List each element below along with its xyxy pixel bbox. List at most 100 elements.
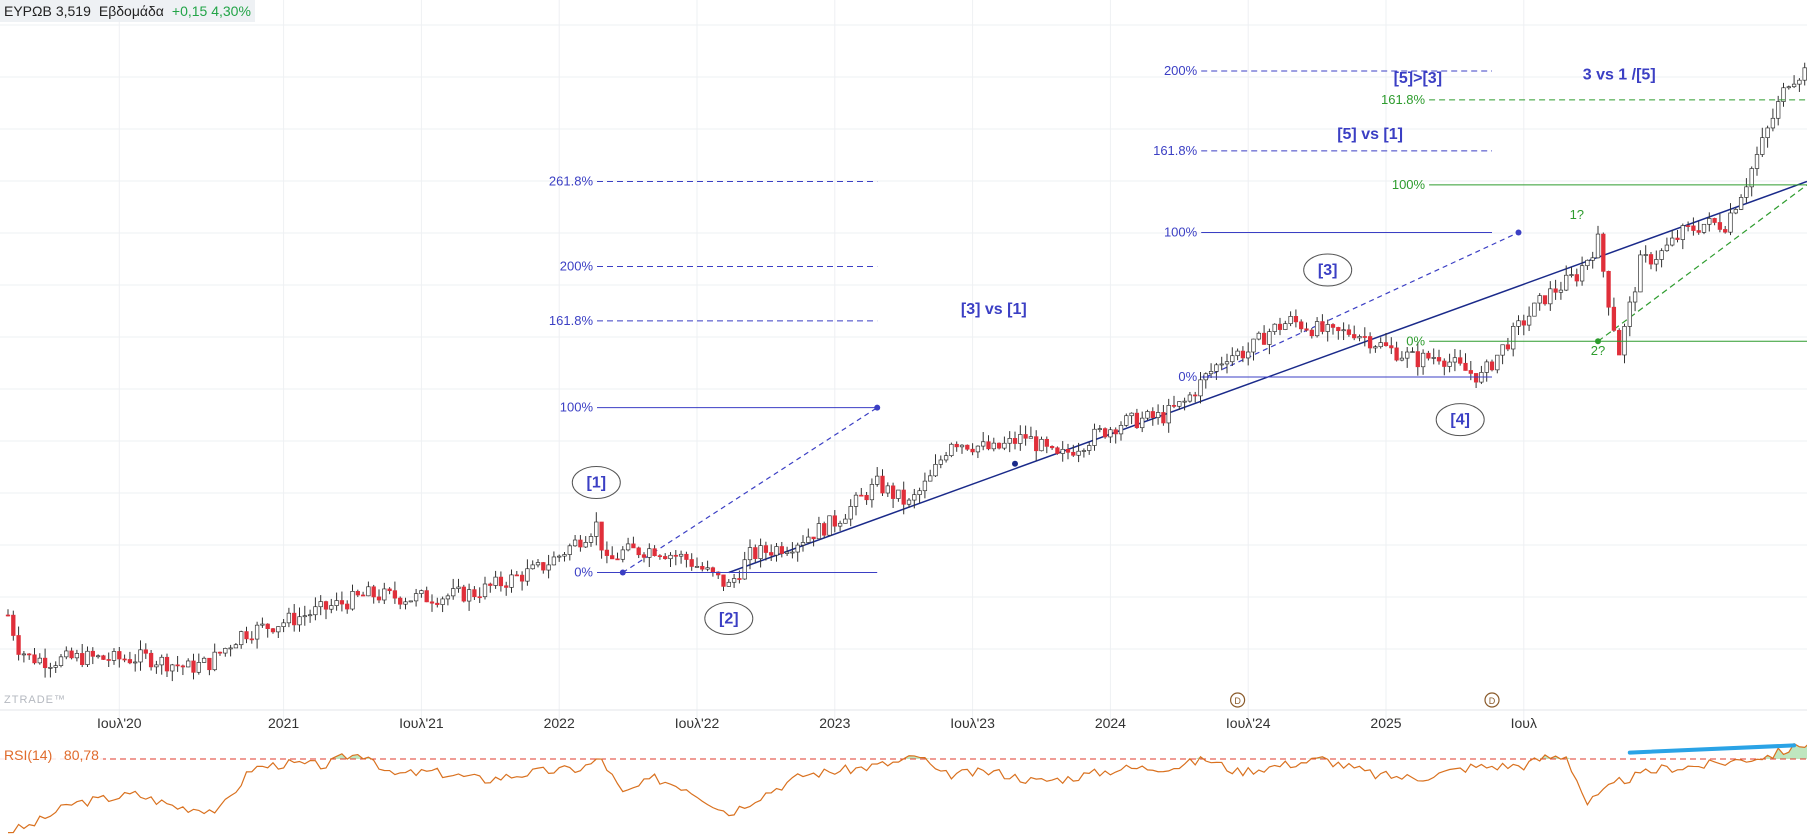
candle-body	[859, 494, 864, 497]
candle-body	[85, 650, 90, 665]
candle-body	[1309, 329, 1314, 337]
candle-body	[986, 441, 991, 450]
candle-body	[286, 612, 292, 624]
candle-body	[1595, 233, 1601, 259]
candle-body	[668, 554, 673, 560]
candle-body	[562, 554, 567, 557]
candle-body	[1670, 237, 1675, 246]
candle-body	[1028, 436, 1034, 439]
fib-levels: 0% 100% 161.8% 200% 261.8% 0% 100% 161.8% 200% 0%…	[549, 63, 1807, 580]
candle-body	[1564, 274, 1569, 291]
candle-body	[1484, 361, 1489, 373]
candle-body	[440, 598, 445, 605]
candle-body	[1733, 209, 1738, 214]
candle-body	[1283, 323, 1288, 330]
candle-body	[519, 574, 525, 582]
candle-body	[726, 581, 731, 587]
candle-body	[1436, 357, 1442, 362]
candle-body	[864, 494, 869, 501]
candle-body	[753, 547, 758, 559]
candle-body	[148, 652, 154, 668]
candle-body	[429, 601, 435, 604]
candle-body	[970, 448, 975, 453]
candle-body	[938, 459, 943, 465]
candle-body	[1187, 394, 1193, 402]
candle-body	[1627, 301, 1632, 327]
candle-body	[1611, 306, 1617, 331]
candle-body	[975, 445, 981, 453]
symbol-name: ΕΥΡΩΒ	[4, 3, 52, 19]
x-tick-label: Ιουλ'24	[1226, 715, 1271, 731]
candle-body	[567, 545, 572, 555]
candle-body	[572, 539, 578, 547]
candle-body	[535, 562, 541, 566]
candle-body	[1590, 257, 1595, 261]
wave-label: [4]	[1450, 412, 1470, 429]
candle-body	[239, 631, 244, 646]
candle-body	[530, 564, 535, 570]
candle-body	[1214, 364, 1219, 372]
candle-body	[175, 664, 180, 667]
candle-body	[1654, 259, 1659, 265]
candle-body	[334, 600, 339, 606]
candle-body	[217, 651, 223, 654]
candle-body	[875, 475, 880, 485]
candle-body	[1235, 350, 1240, 357]
candle-body	[1426, 352, 1431, 359]
candle-body	[265, 623, 270, 630]
candle-body	[64, 650, 69, 658]
candle-body	[1177, 401, 1182, 407]
wave-label: [3] vs [1]	[961, 301, 1027, 318]
candle-body	[1097, 428, 1102, 430]
candle-body	[827, 515, 832, 536]
candle-body	[1240, 350, 1246, 359]
wave-circle	[1435, 403, 1485, 437]
candle-body	[1685, 225, 1691, 227]
candle-body	[80, 653, 85, 665]
candle-body	[885, 485, 890, 494]
candle-body	[270, 628, 276, 633]
last-price: 3,519	[55, 3, 91, 19]
candle-body	[371, 586, 376, 598]
x-tick-label: 2022	[544, 715, 575, 731]
x-tick-label: Ιουλ	[1511, 715, 1537, 731]
candle-body	[1102, 428, 1108, 438]
wave-label: 1?	[1570, 207, 1584, 222]
candle-body	[1007, 438, 1012, 444]
watermark-logo: ZTRADE™	[4, 694, 66, 706]
candle-body	[191, 660, 196, 673]
candle-body	[1304, 328, 1309, 331]
candle-body	[1659, 250, 1664, 260]
candle-body	[1691, 225, 1696, 231]
candle-body	[737, 578, 742, 580]
candle-body	[307, 614, 313, 617]
candle-body	[1261, 332, 1267, 345]
candle-body	[1664, 244, 1670, 252]
candle-body	[1246, 351, 1251, 359]
candle-body	[1495, 354, 1500, 371]
candle-body	[1208, 371, 1214, 375]
x-tick-label: 2023	[819, 715, 850, 731]
x-tick-label: Ιουλ'20	[97, 715, 142, 731]
candle-body	[164, 656, 170, 672]
wave-circle	[571, 466, 621, 499]
candle-body	[996, 442, 1002, 449]
candle-body	[1166, 405, 1171, 424]
candle-body	[1060, 448, 1065, 454]
candle-body	[1770, 117, 1776, 129]
candle-body	[1150, 411, 1155, 418]
candle-body	[1145, 411, 1150, 419]
dividend-marker-glyph: D	[1234, 696, 1241, 706]
candle-body	[74, 653, 80, 659]
candle-body	[1394, 347, 1399, 361]
candle-body	[652, 548, 657, 557]
candle-body	[1505, 344, 1511, 350]
candle-body	[260, 623, 265, 626]
rsi-label: RSI(14)	[4, 747, 53, 763]
candle-body	[1267, 331, 1272, 345]
candle-body	[445, 595, 451, 600]
dividend-marker-glyph: D	[1489, 696, 1496, 706]
candle-body	[1023, 434, 1028, 439]
candle-body	[1431, 357, 1436, 359]
